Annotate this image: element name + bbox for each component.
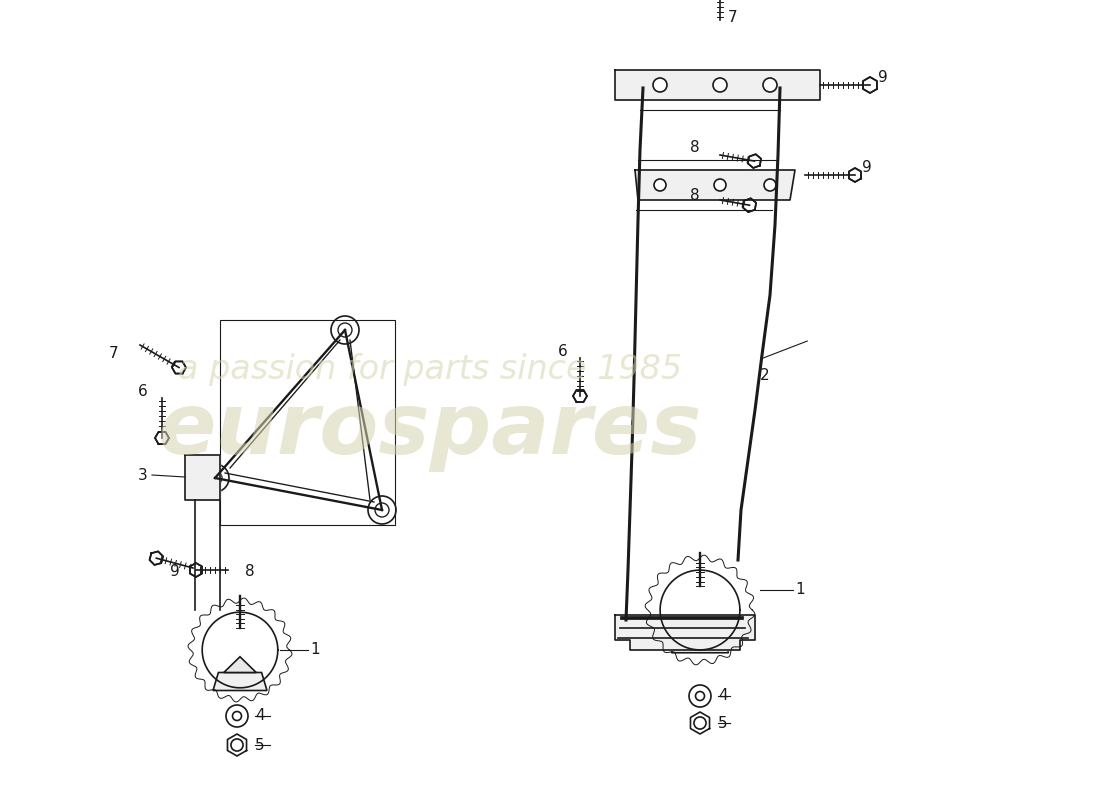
Polygon shape [213, 673, 267, 690]
Text: 1: 1 [310, 642, 320, 658]
Circle shape [201, 464, 229, 492]
Polygon shape [172, 362, 186, 374]
Text: 9: 9 [878, 70, 888, 86]
Text: a passion for parts since 1985: a passion for parts since 1985 [178, 354, 682, 386]
Polygon shape [683, 617, 717, 634]
Polygon shape [223, 657, 256, 673]
Circle shape [764, 179, 776, 191]
Text: 8: 8 [245, 565, 254, 579]
Polygon shape [849, 168, 861, 182]
Text: 5: 5 [718, 715, 727, 730]
Polygon shape [864, 77, 877, 93]
Circle shape [763, 78, 777, 92]
Circle shape [654, 179, 666, 191]
Polygon shape [573, 390, 587, 402]
Text: 4: 4 [718, 689, 727, 703]
Circle shape [331, 316, 359, 344]
Text: 6: 6 [139, 385, 148, 399]
Text: 7: 7 [728, 10, 738, 26]
Text: 8: 8 [691, 187, 700, 202]
Text: 2: 2 [760, 368, 770, 383]
Text: 6: 6 [558, 345, 568, 359]
Text: 9: 9 [170, 565, 180, 579]
Circle shape [713, 78, 727, 92]
Text: 7: 7 [109, 346, 118, 361]
Bar [220, 320, 395, 525]
Text: 1: 1 [795, 582, 804, 598]
Circle shape [653, 78, 667, 92]
Text: 9: 9 [862, 161, 871, 175]
Polygon shape [190, 563, 202, 577]
Polygon shape [742, 198, 756, 212]
Polygon shape [691, 712, 710, 734]
Text: eurospares: eurospares [157, 389, 702, 471]
Polygon shape [150, 551, 163, 565]
Text: 4: 4 [255, 709, 265, 723]
Polygon shape [635, 170, 795, 200]
Polygon shape [671, 634, 728, 653]
Polygon shape [185, 455, 220, 500]
Polygon shape [748, 154, 761, 168]
Circle shape [368, 496, 396, 524]
Polygon shape [615, 615, 755, 650]
Circle shape [714, 179, 726, 191]
Text: 3: 3 [139, 467, 148, 482]
Polygon shape [228, 734, 246, 756]
Polygon shape [615, 70, 820, 100]
Text: 8: 8 [691, 141, 700, 155]
Polygon shape [155, 432, 169, 444]
Text: 5: 5 [255, 738, 265, 753]
